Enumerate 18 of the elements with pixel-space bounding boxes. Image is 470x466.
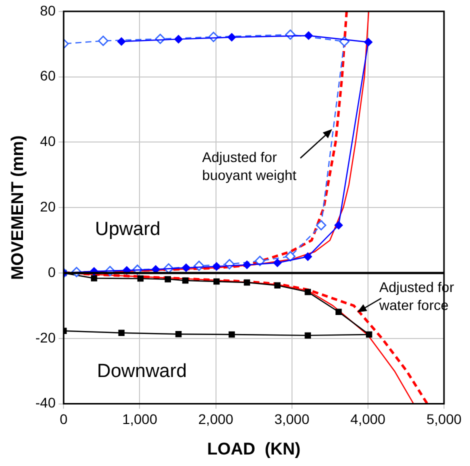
annotation: Upward (95, 219, 160, 240)
annotation: Downward (97, 361, 187, 382)
y-tick-label: 0 (48, 264, 56, 280)
y-tick-label: 80 (40, 2, 56, 18)
annotation: Adjusted for buoyant weight (202, 148, 296, 183)
y-axis-title: MOVEMENT (mm) (8, 135, 27, 280)
x-tick-label: 2,000 (198, 411, 234, 428)
y-tick-label: -40 (35, 394, 56, 411)
x-axis-title: LOAD (KN) (207, 439, 301, 458)
y-tick-label: 60 (40, 68, 56, 84)
y-tick-label: 40 (40, 133, 56, 150)
x-tick-label: 0 (60, 411, 68, 428)
x-tick-label: 5,000 (426, 411, 462, 428)
y-tick-label: 20 (40, 198, 56, 214)
x-tick-label: 4,000 (350, 411, 386, 428)
x-tick-label: 3,000 (274, 411, 310, 428)
x-tick-label: 1,000 (122, 411, 158, 428)
y-tick-label: -20 (35, 329, 56, 346)
